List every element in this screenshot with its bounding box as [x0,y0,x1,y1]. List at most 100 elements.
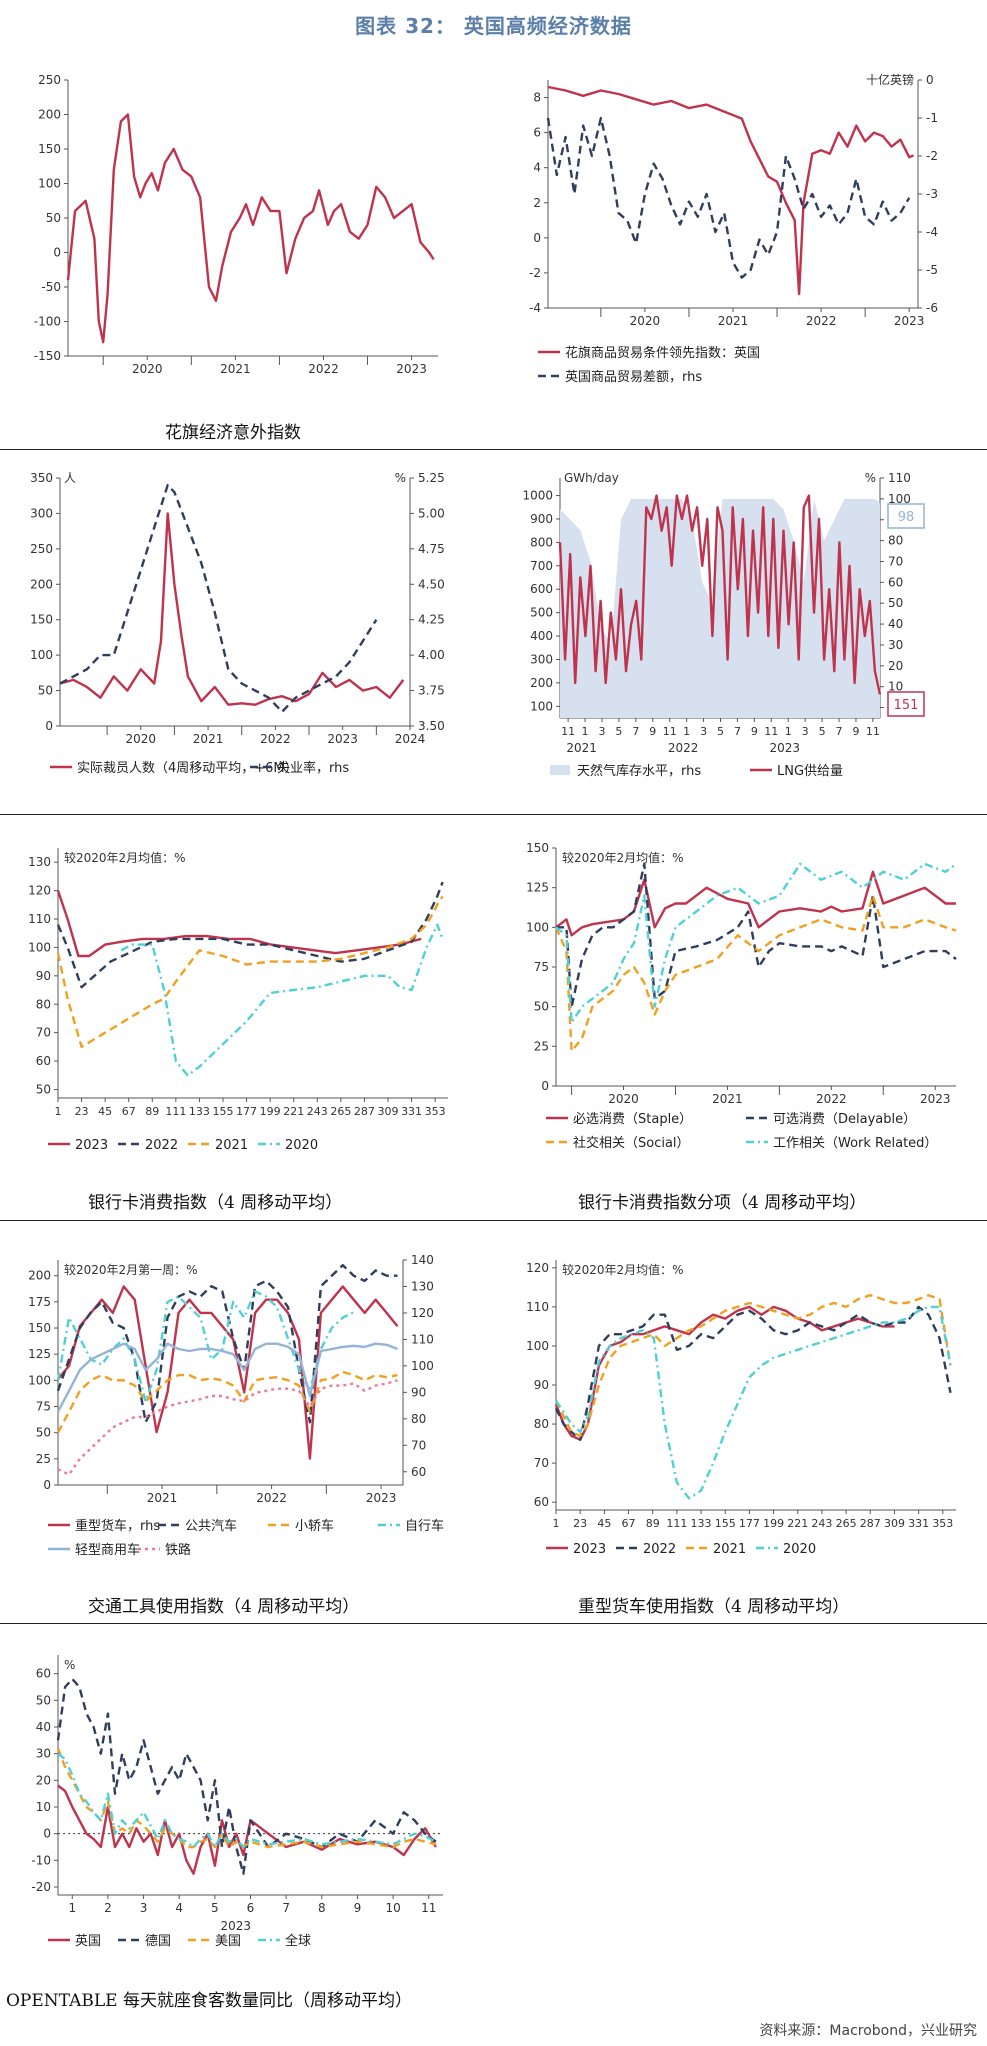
y-tick-label: 400 [530,629,553,643]
x-tick-label: 67 [622,1517,636,1530]
series-line-2 [56,1264,398,1424]
x-tick-label: 331 [401,1105,422,1118]
series-line-1 [555,870,956,937]
legend-label: 自行车 [405,1518,444,1534]
x-tick-label: 1 [553,1517,560,1530]
x-tick-label: 9 [649,725,656,738]
row-divider [0,1220,987,1221]
x-tick-label: 2021 [718,314,749,328]
chart-caption: 交通工具使用指数（4 周移动平均） [88,1597,360,1617]
y-tick-label: 100 [526,920,549,934]
y-tick-label: 900 [530,512,553,526]
legend-label: 轻型商用车 [75,1542,140,1558]
x-tick-label: 3 [140,1901,148,1915]
legend-label: 必选消费（Staple） [573,1112,692,1127]
x-tick-label: 45 [597,1517,611,1530]
x-tick-label: 3 [598,725,605,738]
x-tick-label: 8 [318,1901,326,1915]
x-tick-label: 5 [211,1901,219,1915]
x-tick-label: 89 [646,1517,660,1530]
legend-label: 花旗商品贸易条件领先指数：英国 [565,345,760,361]
x-tick-label: 353 [932,1517,953,1530]
y-tick-label: -2 [529,266,541,280]
y-tick-label: 80 [534,1417,549,1431]
y-tick-label: 110 [28,912,51,926]
page-title: 图表 32： 英国高频经济数据 [355,14,632,38]
series-line-4 [554,1305,952,1500]
chart-caption: 重型货车使用指数（4 周移动平均） [578,1597,850,1617]
y-tick-label: 200 [28,1269,51,1283]
y2-tick-label: 50 [888,596,903,610]
x-tick-label: 2020 [132,362,163,376]
x-tick-label: 4 [175,1901,183,1915]
series-line-2 [56,881,444,989]
y-tick-label: 150 [30,613,53,627]
x-tick-label: 287 [860,1517,881,1530]
x-tick-label: 2020 [608,1092,639,1106]
year-label: 2023 [769,741,800,755]
x-tick-label: 309 [378,1105,399,1118]
x-tick-label: 155 [213,1105,234,1118]
y2-tick-label: 4.75 [418,542,445,556]
y-tick-label: 120 [526,1261,549,1275]
legend-label: 铁路 [165,1542,191,1558]
y-tick-label: 600 [530,582,553,596]
x-tick-label: 89 [145,1105,159,1118]
y-tick-label: 30 [36,1747,51,1761]
y-tick-label: 250 [38,73,61,87]
y-tick-label: 150 [526,841,549,855]
x-tick-label: 111 [165,1105,186,1118]
y2-tick-label: 70 [888,554,903,568]
legend-label: 可选消费（Delayable） [773,1112,916,1127]
x-tick-label: 199 [260,1105,281,1118]
y-tick-label: 150 [28,1321,51,1335]
y2-tick-label: -3 [926,187,938,201]
y-tick-label: 0 [43,1478,51,1492]
year-label: 2023 [221,1919,252,1933]
y2-tick-label: -2 [926,149,938,163]
y2-tick-label: 80 [888,534,903,548]
y-tick-label: 75 [36,1400,51,1414]
y-tick-label: 90 [534,1378,549,1392]
y-tick-label: 4 [533,161,541,175]
x-tick-label: 5 [615,725,622,738]
y2-tick-label: -1 [926,111,938,125]
x-tick-label: 133 [189,1105,210,1118]
x-tick-label: 23 [573,1517,587,1530]
x-tick-label: 2021 [220,362,251,376]
y-tick-label: 25 [36,1452,51,1466]
x-tick-label: 7 [734,725,741,738]
row-divider [0,1623,987,1624]
x-tick-label: 1 [55,1105,62,1118]
y2-tick-label: 40 [888,617,903,631]
x-tick-label: 6 [247,1901,255,1915]
x-tick-label: 3 [700,725,707,738]
x-tick-label: 265 [330,1105,351,1118]
y-tick-label: -4 [529,301,541,315]
y-tick-label: 0 [541,1079,549,1093]
x-tick-label: 155 [715,1517,736,1530]
x-tick-label: 243 [307,1105,328,1118]
y-tick-label: 200 [530,676,553,690]
y-tick-label: 60 [36,1054,51,1068]
row-divider [0,449,987,450]
x-tick-label: 111 [666,1517,687,1530]
y-tick-label: 100 [38,177,61,191]
x-tick-label: 9 [751,725,758,738]
y2-tick-label: 60 [888,575,903,589]
x-tick-label: 221 [283,1105,304,1118]
legend-label: 2020 [285,1138,318,1153]
series-line-2 [558,494,882,695]
y-tick-label: 50 [534,1000,549,1014]
y-tick-label: 6 [533,126,541,140]
legend-label: 2023 [75,1138,108,1153]
x-tick-label: 2 [104,1901,112,1915]
y2-tick-label: 100 [411,1359,434,1373]
y-tick-label: 110 [526,1300,549,1314]
y2-tick-label: 30 [888,638,903,652]
x-tick-label: 2023 [920,1092,951,1106]
callout-value: 98 [898,510,915,525]
